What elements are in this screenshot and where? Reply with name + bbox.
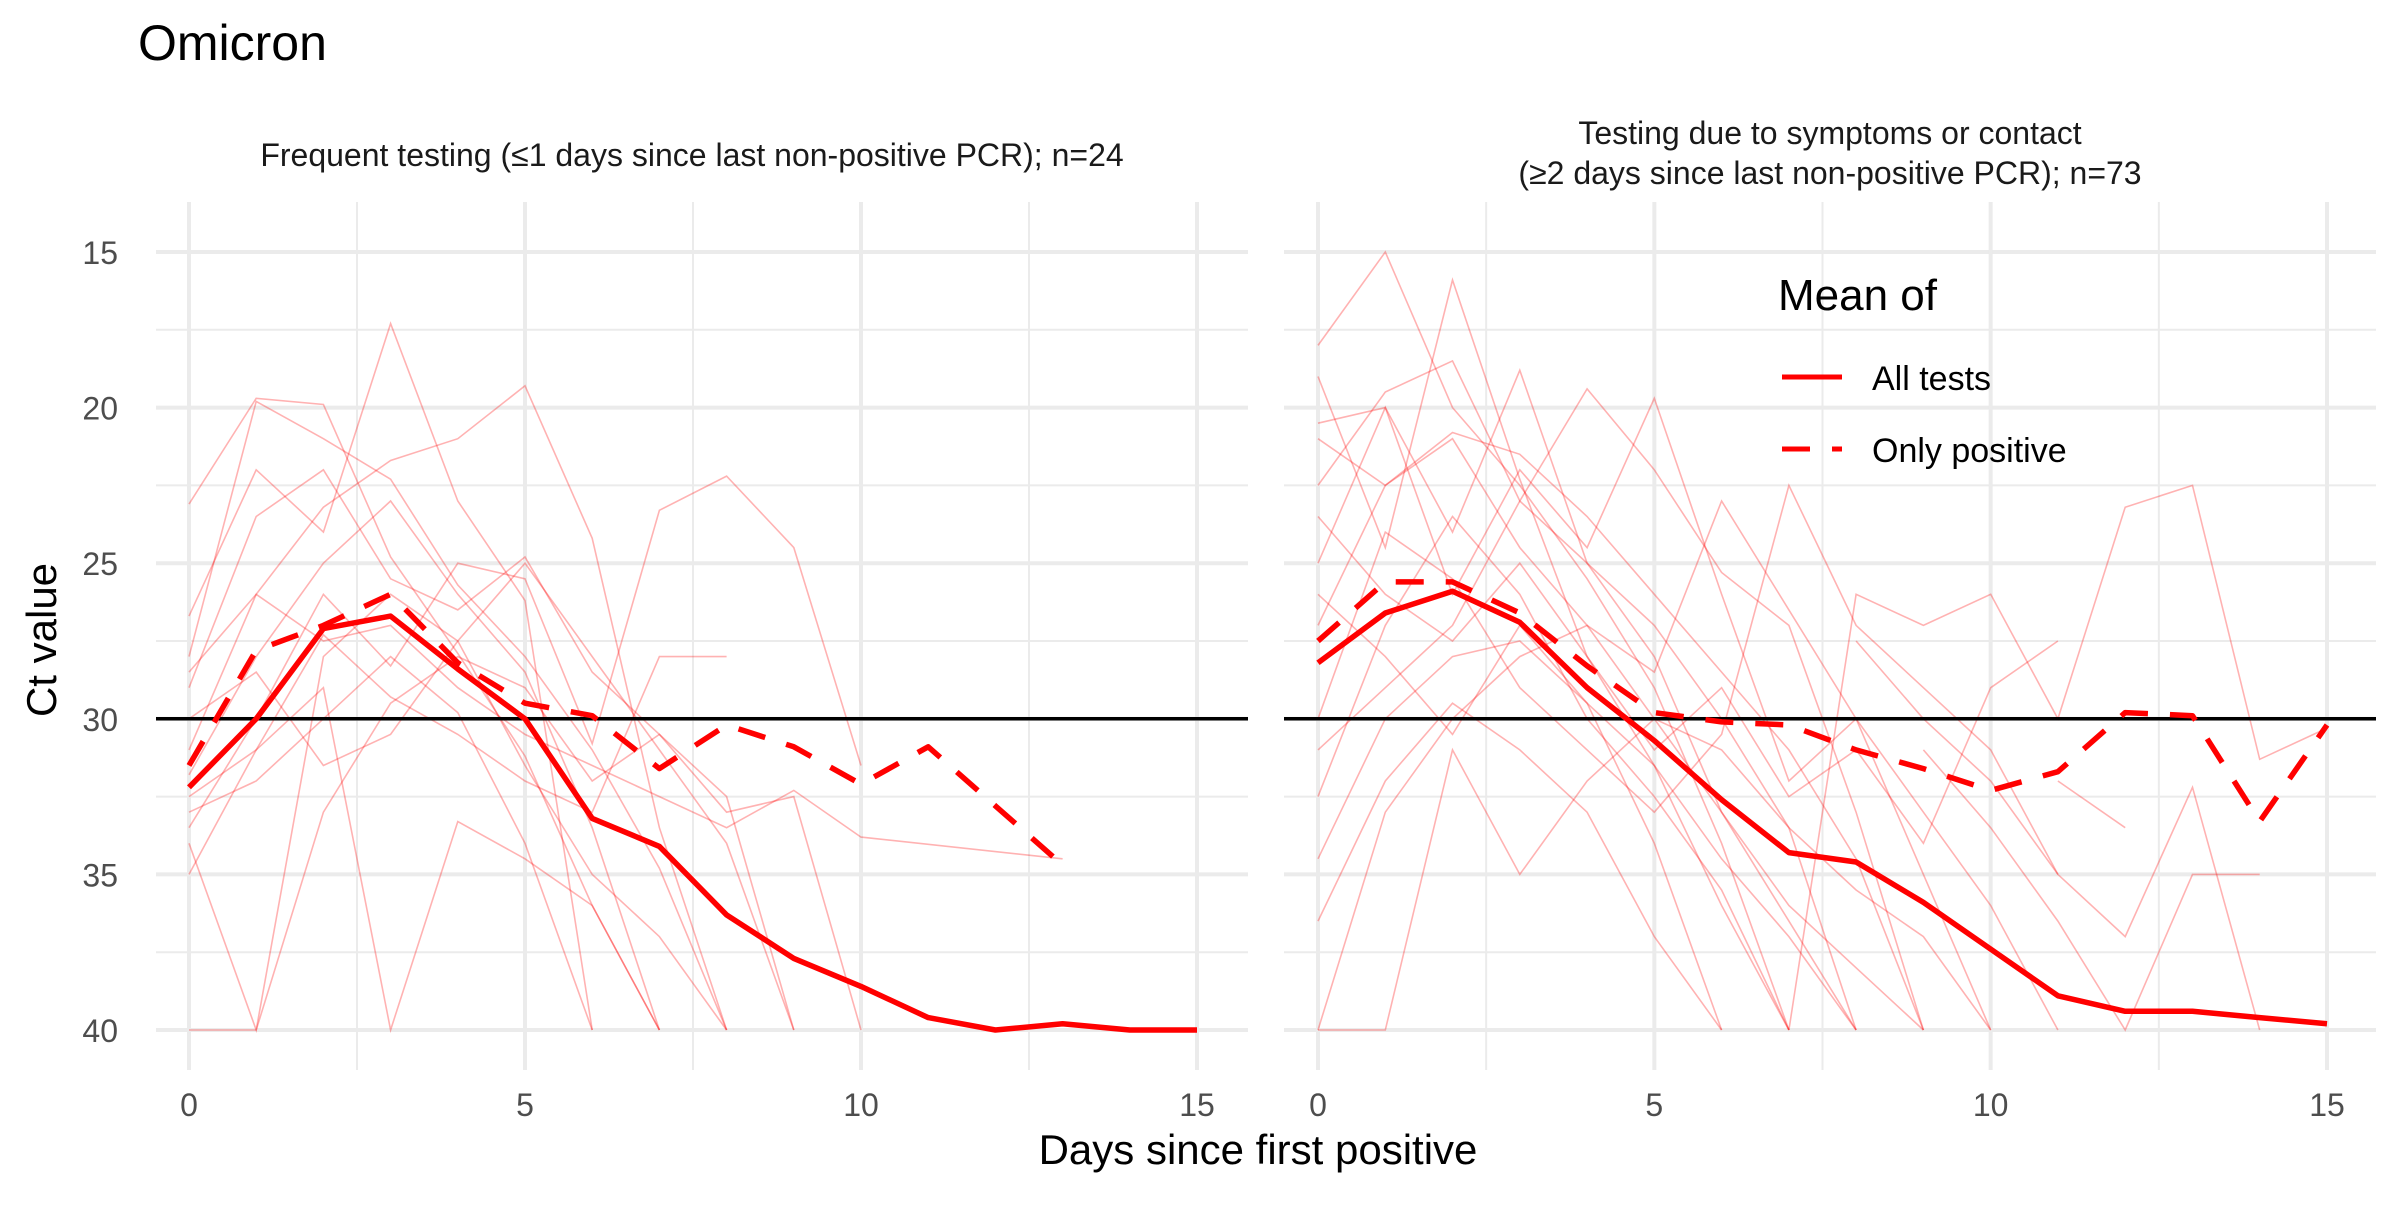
individual-trajectory [188,468,862,1031]
x-tick-label: 0 [180,1087,198,1123]
x-tick-label: 5 [516,1087,534,1123]
individual-trajectory [1317,437,2059,1031]
panel-1-individual-lines [188,321,1063,1034]
panel-2-title-line-1: Testing due to symptoms or contact [1578,115,2081,151]
individual-trajectory [1317,624,1924,1031]
x-tick-label: 5 [1645,1087,1663,1123]
individual-trajectory [1317,250,1790,1031]
individual-trajectory [1317,277,1790,1031]
panels-layer: Frequent testing (≤1 days since last non… [82,115,2376,1123]
x-axis-label: Days since first positive [1039,1126,1478,1173]
individual-trajectory [188,593,728,1034]
legend-label-only-positive: Only positive [1872,432,2067,470]
legend-title: Mean of [1778,271,1938,320]
individual-trajectory [188,633,727,875]
y-tick-label: 35 [82,857,118,893]
individual-trajectory [1317,396,1992,1031]
individual-trajectory [1317,368,1857,1031]
panel-1-title-line-1: Frequent testing (≤1 days since last non… [260,137,1123,173]
series-all-tests [187,613,1197,1033]
y-tick-label: 20 [82,391,118,427]
series-only-positive [1316,579,2330,825]
y-tick-label: 40 [82,1013,118,1049]
legend: Mean of All tests Only positive [1778,271,2067,470]
individual-trajectory [1317,431,1925,1031]
chart-title: Omicron [138,15,327,71]
y-tick-label: 15 [82,235,118,271]
legend-label-all-tests: All tests [1872,360,1991,398]
x-tick-label: 10 [1973,1087,2009,1123]
y-tick-label: 30 [82,702,118,738]
individual-trajectory [1922,749,2260,1032]
individual-trajectory [189,655,795,1031]
individual-trajectory [188,384,728,1031]
individual-trajectory [1317,593,1857,1031]
series-only-positive [186,591,1065,868]
series-all-tests [1316,588,2328,1027]
y-tick-label: 25 [82,546,118,582]
individual-trajectory [1317,702,1723,1031]
x-tick-label: 15 [2309,1087,2345,1123]
y-axis-label: Ct value [18,563,65,717]
individual-trajectory [188,321,593,1031]
x-tick-label: 15 [1179,1087,1215,1123]
individual-trajectory [188,593,1063,860]
individual-trajectory [2057,780,2126,829]
individual-trajectory [1317,499,1857,1031]
x-tick-label: 10 [843,1087,879,1123]
individual-trajectory [188,475,862,829]
individual-trajectory [188,655,593,1031]
individual-trajectory [188,686,661,1034]
individual-trajectory [188,397,661,1031]
individual-trajectory [188,400,728,1031]
x-tick-label: 0 [1309,1087,1327,1123]
panel-1: Frequent testing (≤1 days since last non… [82,137,1248,1123]
panel-2-title-line-2: (≥2 days since last non-positive PCR); n… [1518,155,2141,191]
panel-2: Testing due to symptoms or contact (≥2 da… [1284,115,2376,1123]
